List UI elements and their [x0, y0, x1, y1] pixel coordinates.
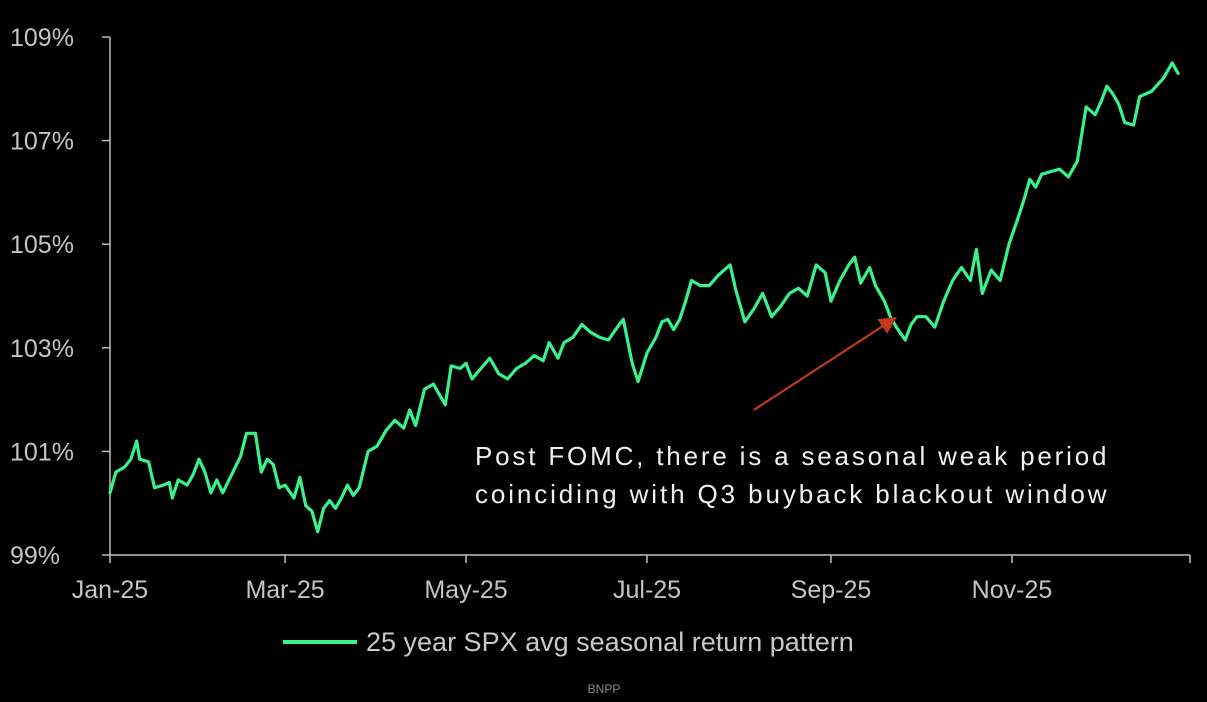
- legend: 25 year SPX avg seasonal return pattern: [283, 627, 854, 657]
- x-axis: Jan-25 Mar-25 May-25 Jul-25 Sep-25 Nov-25: [72, 554, 1191, 604]
- y-tick-label: 103%: [10, 335, 74, 363]
- annotation-arrow: [753, 316, 897, 411]
- x-tick-label: Jan-25: [72, 576, 148, 604]
- x-tick-label: May-25: [424, 576, 507, 604]
- x-tick-label: Nov-25: [972, 576, 1053, 604]
- annotation-text-line: Post FOMC, there is a seasonal weak peri…: [475, 441, 1107, 471]
- source-label: BNPP: [588, 682, 621, 696]
- y-tick-label: 109%: [10, 24, 74, 52]
- x-tick-label: Jul-25: [613, 576, 681, 604]
- x-tick-label: Mar-25: [245, 576, 324, 604]
- y-tick-label: 107%: [10, 128, 74, 156]
- x-tick-label: Sep-25: [791, 576, 872, 604]
- y-tick-label: 101%: [10, 438, 74, 466]
- annotation: Post FOMC, there is a seasonal weak peri…: [475, 316, 1107, 509]
- y-axis: 99% 101% 103% 105% 107% 109%: [10, 24, 111, 570]
- legend-label: 25 year SPX avg seasonal return pattern: [366, 627, 854, 657]
- series-line: [108, 61, 1180, 534]
- y-tick-label: 105%: [10, 231, 74, 259]
- series-layer: [108, 61, 1180, 534]
- y-tick-label: 99%: [10, 542, 60, 570]
- annotation-text-line: coinciding with Q3 buyback blackout wind…: [475, 479, 1107, 509]
